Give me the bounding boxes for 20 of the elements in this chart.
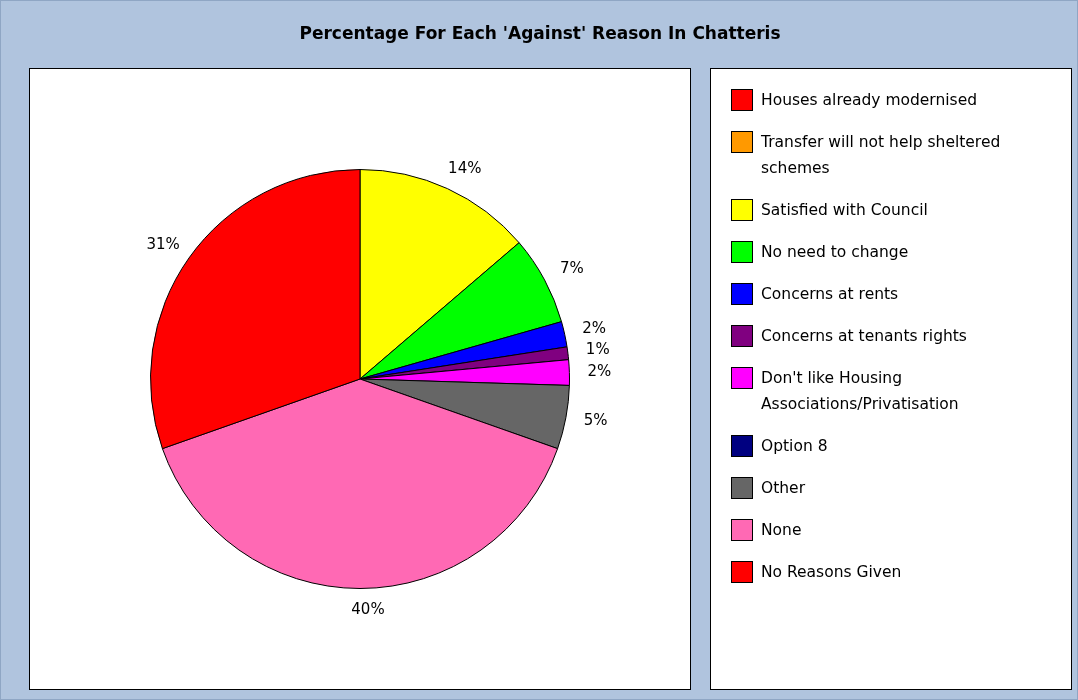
legend-label: Concerns at tenants rights [761, 326, 967, 347]
data-label: 2% [582, 319, 607, 338]
data-label: 1% [585, 340, 610, 359]
data-label: 40% [351, 600, 385, 619]
legend-label: Concerns at rents [761, 284, 899, 305]
legend-label: Satisfied with Council [761, 200, 928, 221]
legend-label: Transfer will not help sheltered schemes [761, 132, 1002, 179]
chart-title: Percentage For Each 'Against' Reason In Chatteris [298, 23, 782, 43]
legend-label: Houses already modernised [761, 90, 978, 111]
legend-label: Don't like Housing Associations/Privatisation [761, 368, 960, 415]
legend-label: Other [761, 478, 806, 499]
legend-label: Option 8 [761, 436, 828, 457]
legend-label: None [761, 520, 802, 541]
data-label: 2% [587, 361, 612, 380]
data-label: 31% [146, 235, 180, 254]
data-label: 5% [583, 411, 608, 430]
legend-label: No need to change [761, 242, 909, 263]
data-label: 7% [560, 259, 584, 278]
data-label: 14% [448, 158, 482, 177]
legend-label: No Reasons Given [761, 562, 902, 583]
